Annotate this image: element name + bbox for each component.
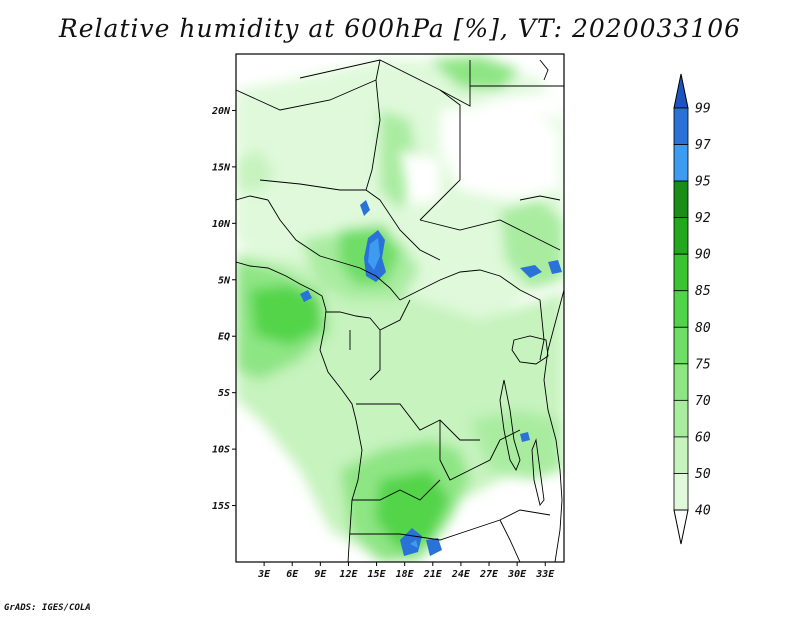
colorbar-min-arrow xyxy=(673,509,689,545)
colorbar-segment xyxy=(673,253,689,292)
colorbar-label: 92 xyxy=(695,211,711,226)
lon-tick-label: 33E xyxy=(535,569,555,580)
lon-tick-label: 24E xyxy=(451,569,471,580)
colorbar-label: 70 xyxy=(695,394,711,409)
lon-tick-label: 18E xyxy=(396,569,415,580)
lat-tick-label: 5S xyxy=(218,388,230,399)
colorbar-label: 50 xyxy=(695,467,711,482)
colorbar-segment xyxy=(673,290,689,328)
lon-tick-label: 30E xyxy=(507,569,527,580)
lon-tick-label: 12E xyxy=(339,569,358,580)
lon-tick-label: 15E xyxy=(368,569,387,580)
lon-tick-label: 6E xyxy=(286,569,299,580)
lat-tick-label: 10S xyxy=(212,445,230,456)
lon-tick-label: 27E xyxy=(479,569,499,580)
colorbar-segment xyxy=(673,144,689,182)
colorbar-segment xyxy=(673,399,689,438)
lat-tick-label: 20N xyxy=(211,106,231,117)
humidity-field xyxy=(236,54,564,562)
lat-tick-label: EQ xyxy=(218,332,230,343)
grads-credit: GrADS: IGES/COLA xyxy=(4,603,91,613)
colorbar-segment xyxy=(673,363,689,401)
lon-tick-label: 21E xyxy=(423,569,443,580)
lat-tick-label: 15N xyxy=(212,162,231,173)
colorbar-segment xyxy=(673,180,689,219)
colorbar-segment xyxy=(673,107,689,145)
map-title: Relative humidity at 600hPa [%], VT: 202… xyxy=(58,14,742,43)
lon-tick-label: 9E xyxy=(314,569,327,580)
colorbar-label: 99 xyxy=(695,102,711,117)
colorbar-label: 90 xyxy=(695,248,711,263)
lon-tick-label: 3E xyxy=(257,569,271,580)
colorbar-label: 95 xyxy=(695,175,711,190)
plot-border xyxy=(235,53,565,563)
longitude-axis: 3E 6E 9E 12E 15E 18E 21E 24E 27E 30E 33E xyxy=(257,562,555,580)
colorbar-label: 40 xyxy=(695,504,711,519)
colorbar-label: 75 xyxy=(695,357,711,372)
colorbar: 99 97 95 92 90 85 80 75 70 60 50 40 xyxy=(673,73,711,545)
lat-tick-label: 5N xyxy=(218,275,231,286)
colorbar-segment xyxy=(673,436,689,474)
lat-tick-label: 10N xyxy=(212,219,231,230)
colorbar-segment xyxy=(673,473,689,511)
colorbar-label: 80 xyxy=(695,321,711,336)
colorbar-label: 85 xyxy=(695,284,711,299)
colorbar-label: 97 xyxy=(695,138,711,153)
colorbar-segment xyxy=(673,217,689,255)
country-borders xyxy=(236,59,564,562)
colorbar-label: 60 xyxy=(695,430,711,445)
colorbar-segment xyxy=(673,326,689,365)
colorbar-max-arrow xyxy=(673,73,689,109)
latitude-axis: 20N 15N 10N 5N EQ 5S 10S 15S xyxy=(211,106,236,512)
lat-tick-label: 15S xyxy=(212,501,230,512)
